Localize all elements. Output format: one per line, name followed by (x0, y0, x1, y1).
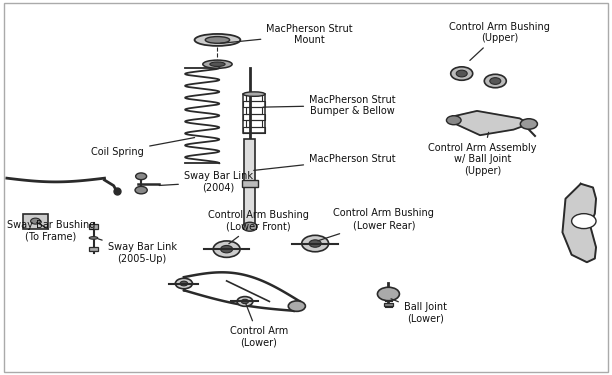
Text: Ball Joint
(Lower): Ball Joint (Lower) (391, 299, 447, 324)
Bar (242, 180, 258, 187)
Text: MacPherson Strut
Mount: MacPherson Strut Mount (220, 24, 353, 45)
Text: Sway Bar Link
(2005-Up): Sway Bar Link (2005-Up) (98, 239, 176, 264)
Ellipse shape (205, 36, 230, 43)
Ellipse shape (210, 62, 225, 66)
Circle shape (135, 186, 147, 194)
Circle shape (520, 119, 537, 129)
Circle shape (450, 67, 472, 80)
Circle shape (180, 281, 188, 286)
Circle shape (237, 297, 253, 306)
Bar (89, 246, 99, 251)
Circle shape (302, 236, 329, 252)
Circle shape (378, 287, 400, 301)
Text: Control Arm Bushing
(Lower Front): Control Arm Bushing (Lower Front) (208, 210, 309, 244)
Circle shape (241, 299, 248, 304)
Ellipse shape (89, 237, 98, 239)
Circle shape (572, 214, 596, 229)
Ellipse shape (203, 60, 232, 68)
Circle shape (220, 246, 233, 253)
Ellipse shape (195, 34, 241, 46)
Circle shape (242, 222, 257, 231)
Circle shape (309, 240, 321, 247)
Ellipse shape (243, 92, 265, 96)
Polygon shape (452, 111, 529, 135)
Circle shape (288, 301, 305, 311)
Bar (384, 303, 393, 306)
Circle shape (446, 116, 461, 125)
Circle shape (490, 78, 501, 84)
Bar (89, 224, 99, 229)
Circle shape (31, 218, 40, 224)
Text: Control Arm Bushing
(Upper): Control Arm Bushing (Upper) (449, 22, 550, 60)
Text: Control Arm
(Lower): Control Arm (Lower) (230, 304, 288, 348)
Bar (244, 140, 255, 227)
Circle shape (484, 74, 506, 88)
Text: Control Arm Assembly
w/ Ball Joint
(Upper): Control Arm Assembly w/ Ball Joint (Uppe… (428, 132, 537, 176)
Text: Control Arm Bushing
(Lower Rear): Control Arm Bushing (Lower Rear) (318, 209, 435, 241)
Circle shape (213, 241, 240, 257)
Polygon shape (562, 184, 596, 262)
Text: Sway Bar Bushing
(To Frame): Sway Bar Bushing (To Frame) (7, 220, 95, 241)
Circle shape (136, 173, 147, 180)
Circle shape (175, 278, 192, 289)
Text: Sway Bar Link
(2004): Sway Bar Link (2004) (159, 171, 253, 193)
Bar (243, 94, 265, 134)
Text: MacPherson Strut: MacPherson Strut (254, 154, 396, 170)
Bar (23, 214, 48, 229)
Text: MacPherson Strut
Bumper & Bellow: MacPherson Strut Bumper & Bellow (263, 94, 396, 116)
Circle shape (456, 70, 467, 77)
Text: Coil Spring: Coil Spring (91, 138, 195, 157)
